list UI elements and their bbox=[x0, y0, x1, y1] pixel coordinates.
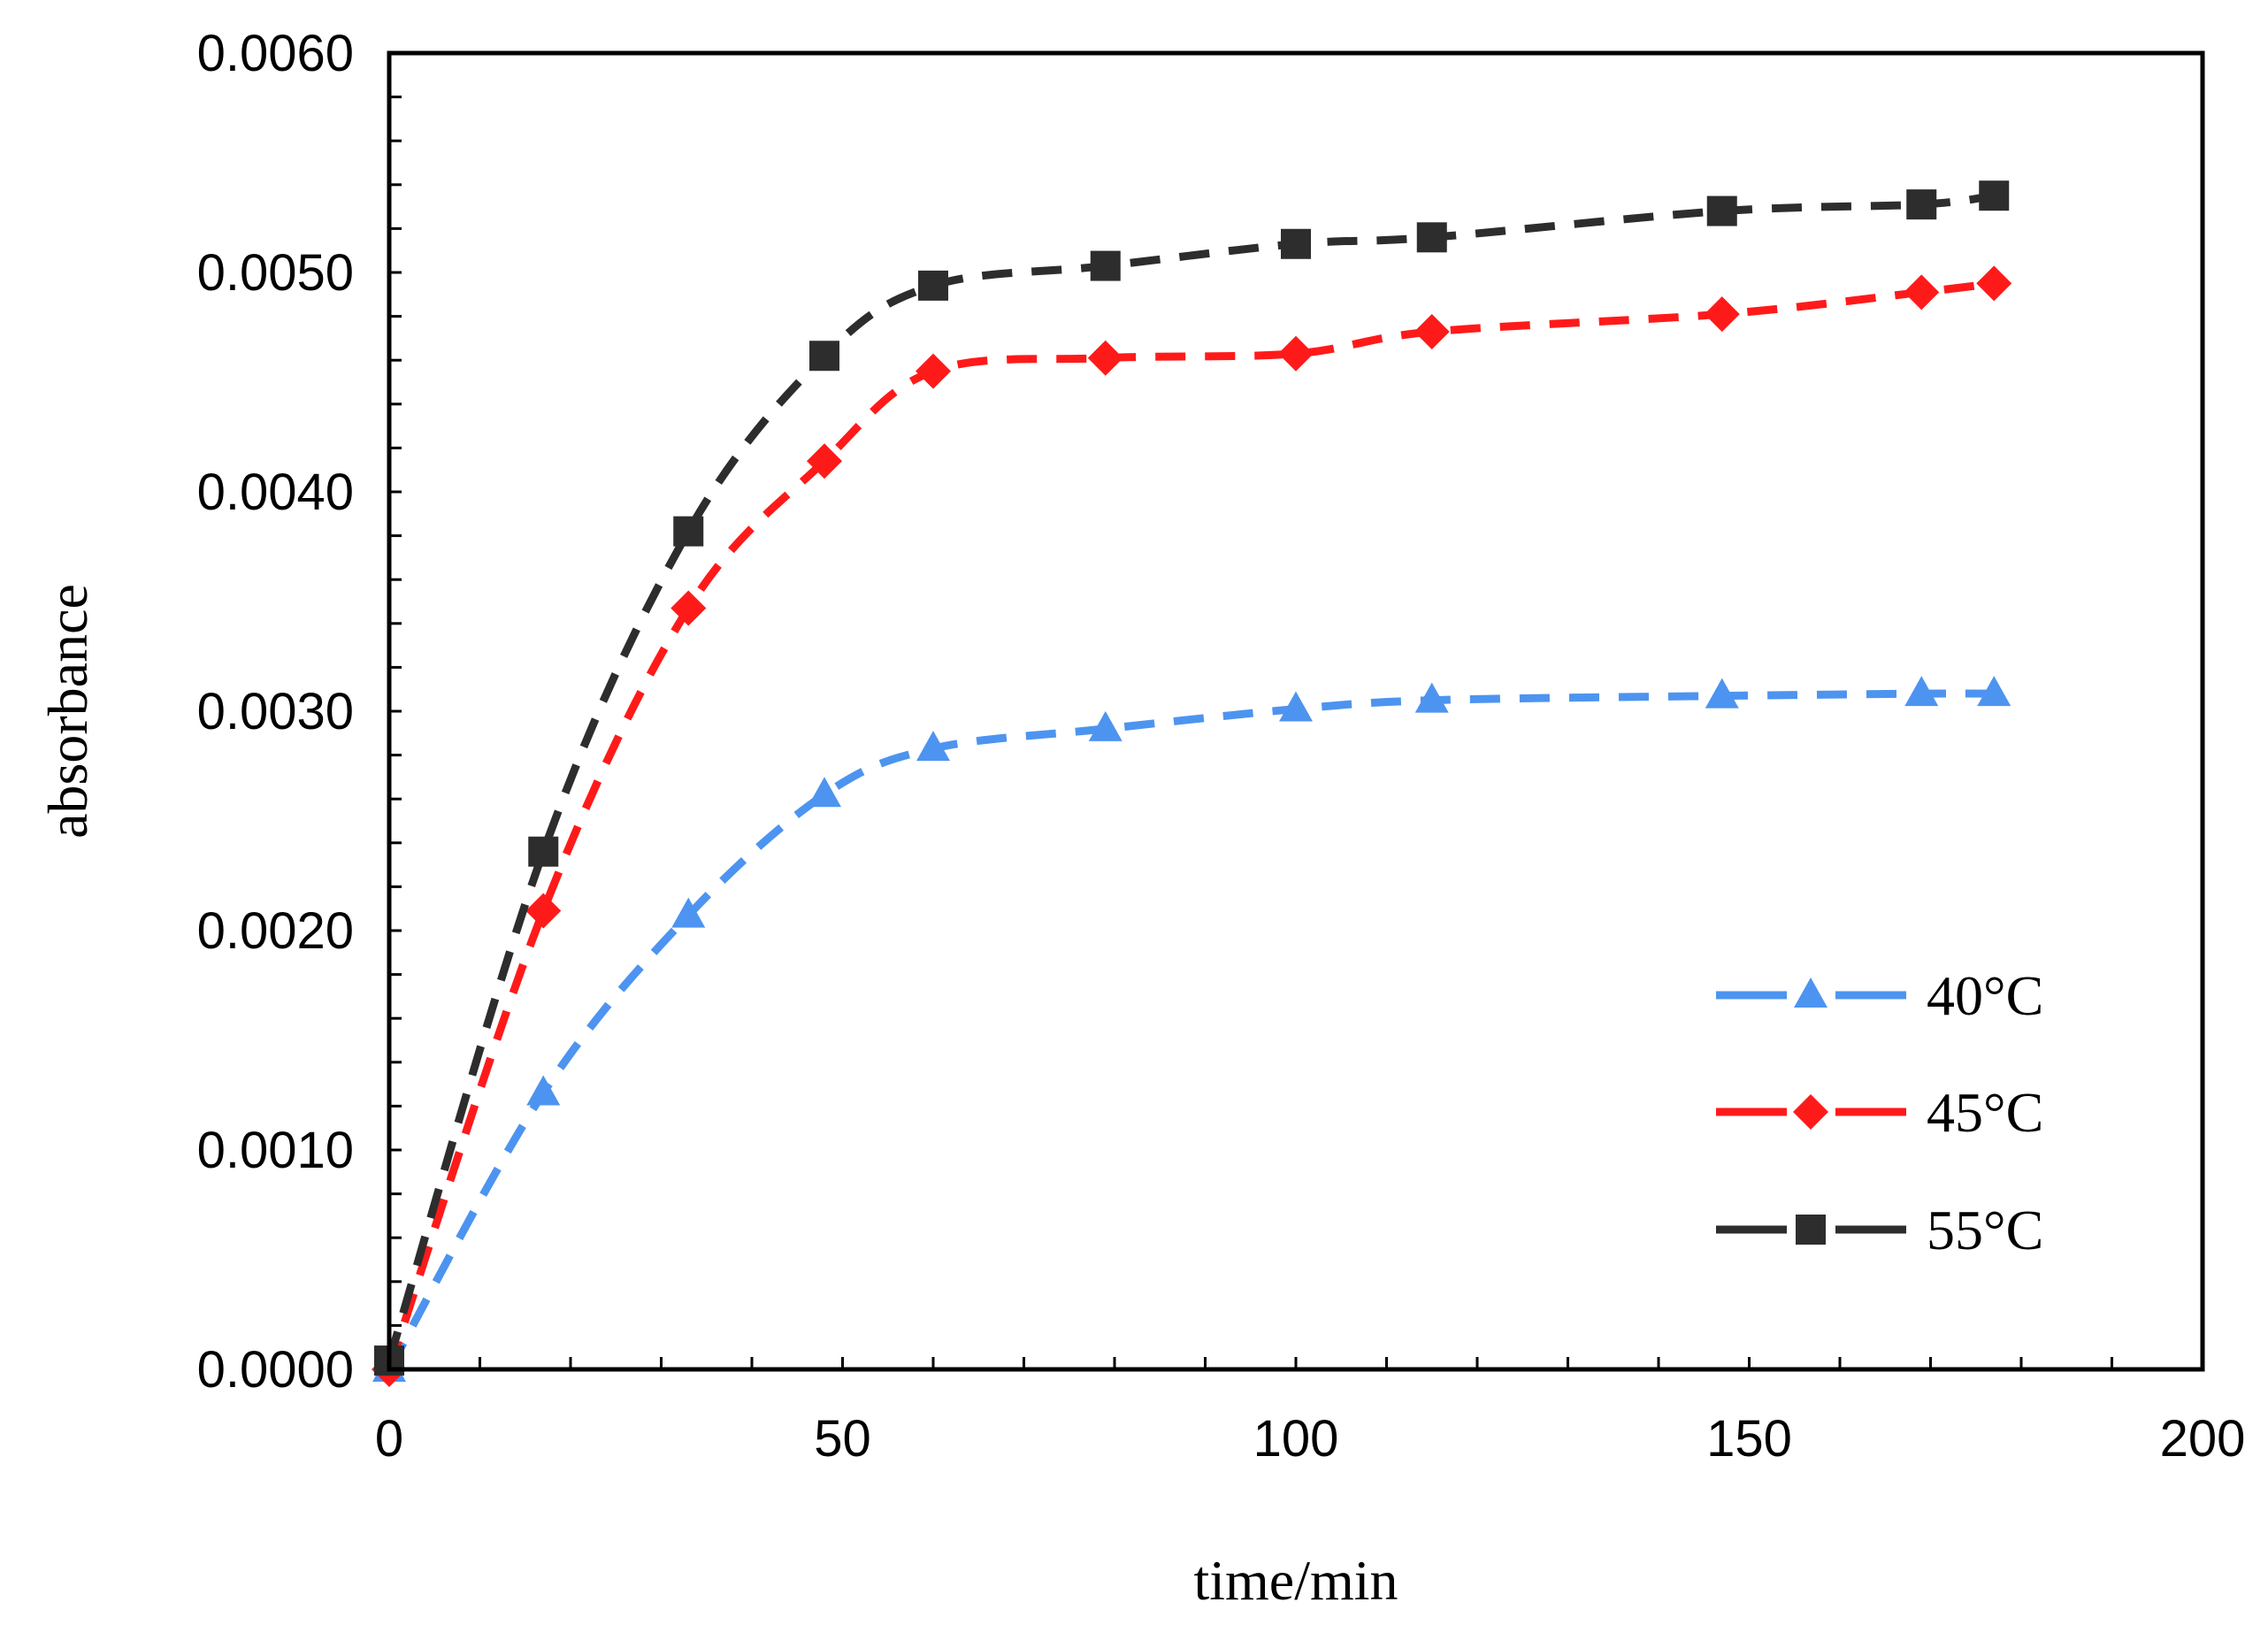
x-tick-label: 150 bbox=[1706, 1410, 1792, 1468]
data-point bbox=[916, 731, 950, 762]
y-tick-label: 0.0010 bbox=[197, 1122, 354, 1179]
x-tick-label: 200 bbox=[2160, 1410, 2246, 1468]
data-point bbox=[1904, 676, 1939, 707]
legend-marker bbox=[1793, 1094, 1828, 1130]
legend-label: 40°C bbox=[1927, 964, 2043, 1027]
data-point bbox=[1281, 228, 1311, 259]
series-40°C bbox=[372, 676, 2011, 1382]
series-layer bbox=[372, 180, 2012, 1387]
data-point bbox=[1979, 180, 2010, 211]
data-point bbox=[1279, 691, 1313, 722]
data-point bbox=[918, 270, 948, 301]
legend-marker bbox=[1796, 1215, 1826, 1245]
data-point bbox=[1706, 195, 1737, 226]
legend-item: 40°C bbox=[1716, 964, 2043, 1027]
y-tick-label: 0.0030 bbox=[197, 683, 354, 740]
data-point bbox=[1278, 335, 1314, 372]
data-point bbox=[1087, 340, 1123, 376]
data-point bbox=[916, 353, 951, 389]
plot-frame bbox=[387, 50, 2205, 1372]
legend-label: 45°C bbox=[1927, 1081, 2043, 1144]
y-axis-title: absorbance bbox=[36, 584, 99, 839]
data-point bbox=[1705, 678, 1739, 709]
y-tick-label: 0.0050 bbox=[197, 244, 354, 302]
legend-item: 45°C bbox=[1716, 1081, 2043, 1144]
y-tick-label: 0.0040 bbox=[197, 464, 354, 521]
legend-marker bbox=[1794, 977, 1827, 1008]
y-tick-label: 0.0000 bbox=[197, 1341, 354, 1399]
data-point bbox=[670, 590, 707, 626]
data-point bbox=[526, 1075, 561, 1106]
data-point bbox=[1704, 296, 1740, 333]
y-tick-label: 0.0060 bbox=[197, 25, 354, 82]
data-point bbox=[1906, 189, 1937, 220]
data-point bbox=[807, 443, 842, 479]
data-point bbox=[525, 893, 562, 929]
data-point bbox=[528, 836, 559, 867]
x-axis-ticks: 0 50 100 150 200 bbox=[375, 1410, 2246, 1468]
series-55°C bbox=[374, 180, 2010, 1376]
data-point bbox=[1976, 265, 2012, 302]
data-point bbox=[809, 341, 839, 372]
x-tick-label: 50 bbox=[814, 1410, 871, 1468]
data-point bbox=[1904, 274, 1940, 310]
legend: 40°C 45°C 55°C bbox=[1716, 964, 2043, 1261]
x-tick-label: 0 bbox=[375, 1410, 403, 1468]
data-point bbox=[1416, 222, 1447, 253]
data-point bbox=[1090, 250, 1121, 281]
data-point bbox=[1088, 710, 1123, 741]
data-point bbox=[1977, 676, 2011, 707]
y-axis-ticks: 0.0000 0.0010 0.0020 0.0030 0.0040 0.0050 0.00… bbox=[197, 25, 354, 1399]
data-point bbox=[673, 516, 704, 547]
x-axis-title: time/min bbox=[1193, 1549, 1398, 1612]
y-tick-label: 0.0020 bbox=[197, 902, 354, 960]
legend-item: 55°C bbox=[1716, 1199, 2043, 1261]
data-point bbox=[1414, 313, 1450, 349]
data-point bbox=[1414, 682, 1449, 713]
x-tick-label: 100 bbox=[1253, 1410, 1339, 1468]
data-point bbox=[671, 897, 706, 928]
legend-label: 55°C bbox=[1927, 1199, 2043, 1261]
data-point bbox=[808, 777, 841, 808]
